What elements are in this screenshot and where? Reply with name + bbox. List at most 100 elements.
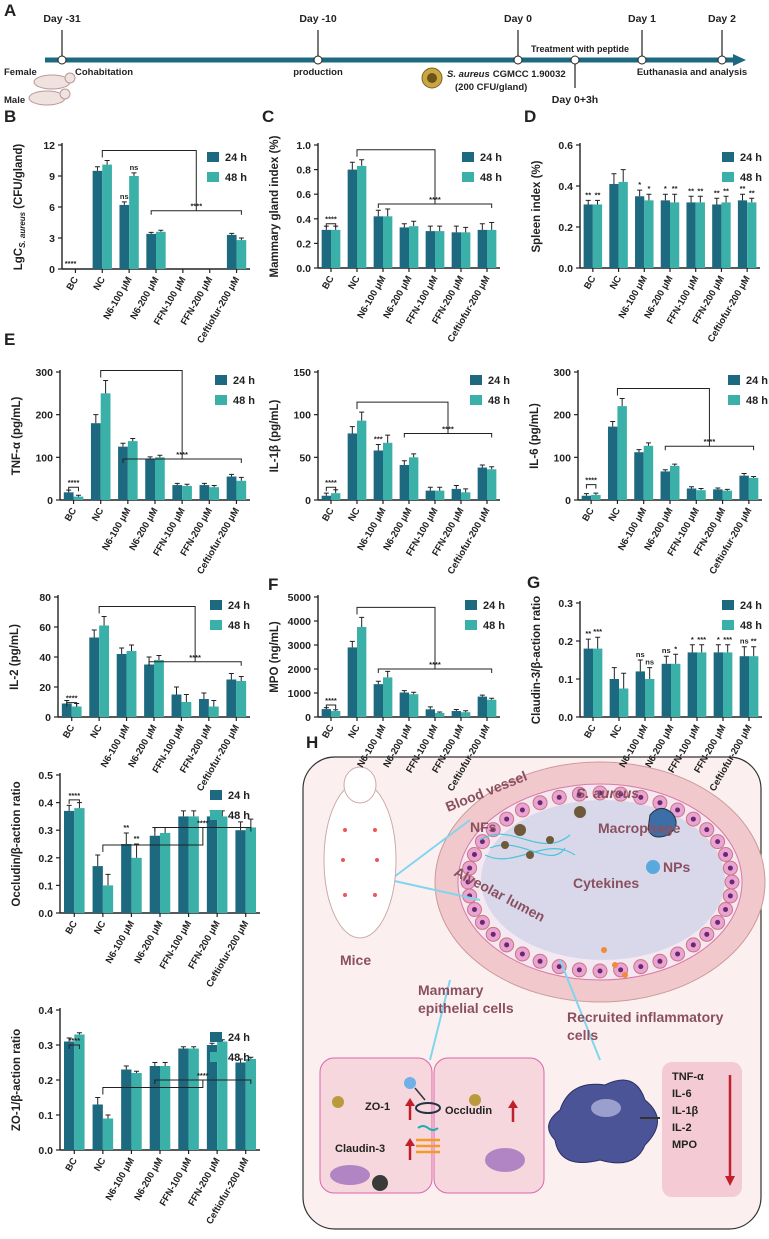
legend-swatch bbox=[462, 152, 474, 162]
error-bar bbox=[229, 473, 235, 477]
bar bbox=[661, 663, 671, 717]
cell-nucleus bbox=[657, 800, 663, 806]
bracket bbox=[403, 432, 493, 438]
error-bar bbox=[248, 818, 254, 828]
cytokine-box bbox=[662, 1062, 742, 1197]
bar bbox=[748, 477, 759, 500]
bar bbox=[635, 196, 645, 268]
macrophage bbox=[548, 1079, 658, 1164]
mouse-head bbox=[343, 766, 377, 804]
bar bbox=[64, 1041, 75, 1150]
error-bar bbox=[723, 195, 729, 203]
error-bar bbox=[91, 629, 97, 638]
day-label: Day 0+3h bbox=[552, 94, 598, 106]
error-bar bbox=[401, 690, 407, 693]
bar bbox=[687, 652, 697, 717]
bracket bbox=[585, 484, 597, 489]
error-bar bbox=[611, 667, 617, 679]
cell-nucleus bbox=[490, 931, 496, 937]
x-tick-label: NC bbox=[90, 506, 106, 524]
legend-label: 48 h bbox=[746, 395, 768, 407]
legend-swatch bbox=[470, 395, 482, 405]
bacterium-core bbox=[427, 73, 437, 83]
bar bbox=[425, 709, 435, 717]
y-tick-label: 0.2 bbox=[38, 853, 53, 865]
cell-nucleus bbox=[576, 791, 582, 797]
x-tick-label: NC bbox=[346, 274, 362, 292]
error-bar bbox=[152, 1062, 158, 1066]
bar bbox=[188, 816, 199, 913]
cell-nucleus bbox=[465, 879, 471, 885]
error-bar bbox=[130, 438, 136, 442]
y-tick-label: 0.1 bbox=[558, 674, 573, 686]
bar bbox=[435, 490, 445, 500]
bar bbox=[144, 664, 154, 717]
bar bbox=[695, 202, 705, 268]
y-tick-label: 0 bbox=[305, 495, 311, 507]
y-tick-label: 0 bbox=[49, 264, 55, 276]
y-tick-label: 0.5 bbox=[38, 770, 53, 782]
bar bbox=[226, 679, 237, 717]
significance-label: ** bbox=[585, 190, 591, 199]
bar bbox=[129, 176, 139, 269]
significance-label: ** bbox=[749, 188, 755, 197]
error-bar bbox=[134, 1070, 140, 1073]
diagram-label: NPs bbox=[663, 859, 690, 875]
y-tick-label: 0.0 bbox=[38, 908, 53, 920]
day-label: Day -31 bbox=[43, 13, 81, 25]
y-tick-label: 0.3 bbox=[38, 1040, 53, 1052]
bar bbox=[399, 692, 409, 717]
diagram-label: Macrophage bbox=[598, 820, 681, 836]
legend-label: 48 h bbox=[740, 620, 762, 632]
bar bbox=[357, 165, 367, 268]
bar bbox=[477, 229, 487, 268]
bar bbox=[618, 181, 628, 268]
significance-label: ** bbox=[585, 629, 591, 638]
error-bar bbox=[583, 493, 589, 496]
error-bar bbox=[740, 193, 746, 201]
cell-nucleus bbox=[729, 879, 735, 885]
cell-nucleus bbox=[537, 800, 543, 806]
cell-nucleus bbox=[597, 790, 603, 796]
significance-label: ns bbox=[645, 658, 654, 667]
bracket bbox=[325, 486, 337, 492]
x-tick-label: NC bbox=[346, 506, 362, 524]
legend-swatch bbox=[207, 172, 219, 182]
bar bbox=[236, 480, 247, 500]
bar bbox=[321, 709, 331, 717]
bracket-label: **** bbox=[325, 696, 337, 705]
y-tick-label: 0.0 bbox=[558, 263, 573, 275]
panel-label: G bbox=[527, 573, 540, 592]
error-bar bbox=[453, 484, 459, 489]
cell-nucleus bbox=[519, 807, 525, 813]
error-bar bbox=[95, 1097, 101, 1105]
y-tick-label: 100 bbox=[35, 452, 53, 464]
bar bbox=[635, 671, 645, 717]
cell-nucleus bbox=[471, 851, 477, 857]
y-tick-label: 200 bbox=[553, 410, 571, 422]
cell-nucleus bbox=[467, 865, 473, 871]
error-bar bbox=[453, 709, 459, 711]
marker-label: IL-6 bbox=[672, 1088, 692, 1100]
bar bbox=[160, 832, 171, 913]
mammary-glands bbox=[341, 828, 379, 897]
bar bbox=[409, 694, 419, 717]
y-tick-label: 0.1 bbox=[38, 1110, 53, 1122]
bar bbox=[696, 490, 706, 500]
error-bar bbox=[595, 636, 601, 649]
significance-label: ** bbox=[134, 834, 140, 843]
error-bar bbox=[489, 466, 495, 470]
significance-label: ns bbox=[636, 650, 645, 659]
legend-swatch bbox=[722, 620, 734, 630]
significance-label: * bbox=[647, 184, 650, 193]
y-tick-label: 20 bbox=[39, 682, 51, 694]
x-tick-label: BC bbox=[580, 506, 596, 524]
legend-swatch bbox=[215, 395, 227, 405]
bar bbox=[451, 232, 461, 268]
connector bbox=[102, 1080, 204, 1095]
bar bbox=[217, 816, 228, 913]
significance-label: ns bbox=[740, 637, 749, 646]
error-bar bbox=[689, 486, 695, 489]
